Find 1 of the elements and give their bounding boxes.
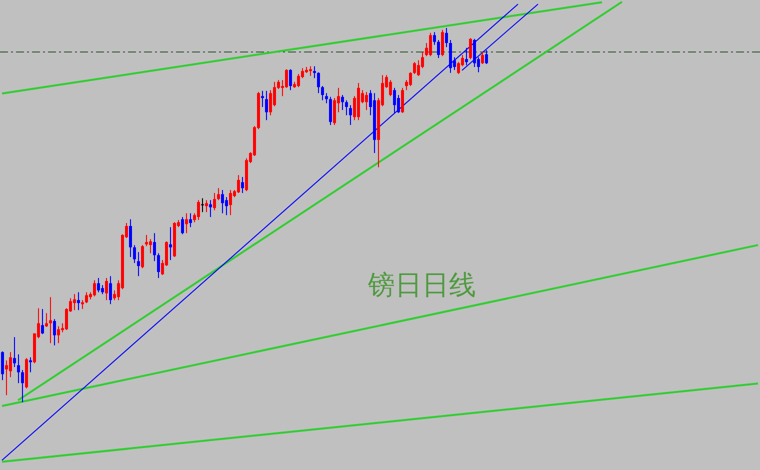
annotation: 镑日日线: [366, 270, 476, 301]
